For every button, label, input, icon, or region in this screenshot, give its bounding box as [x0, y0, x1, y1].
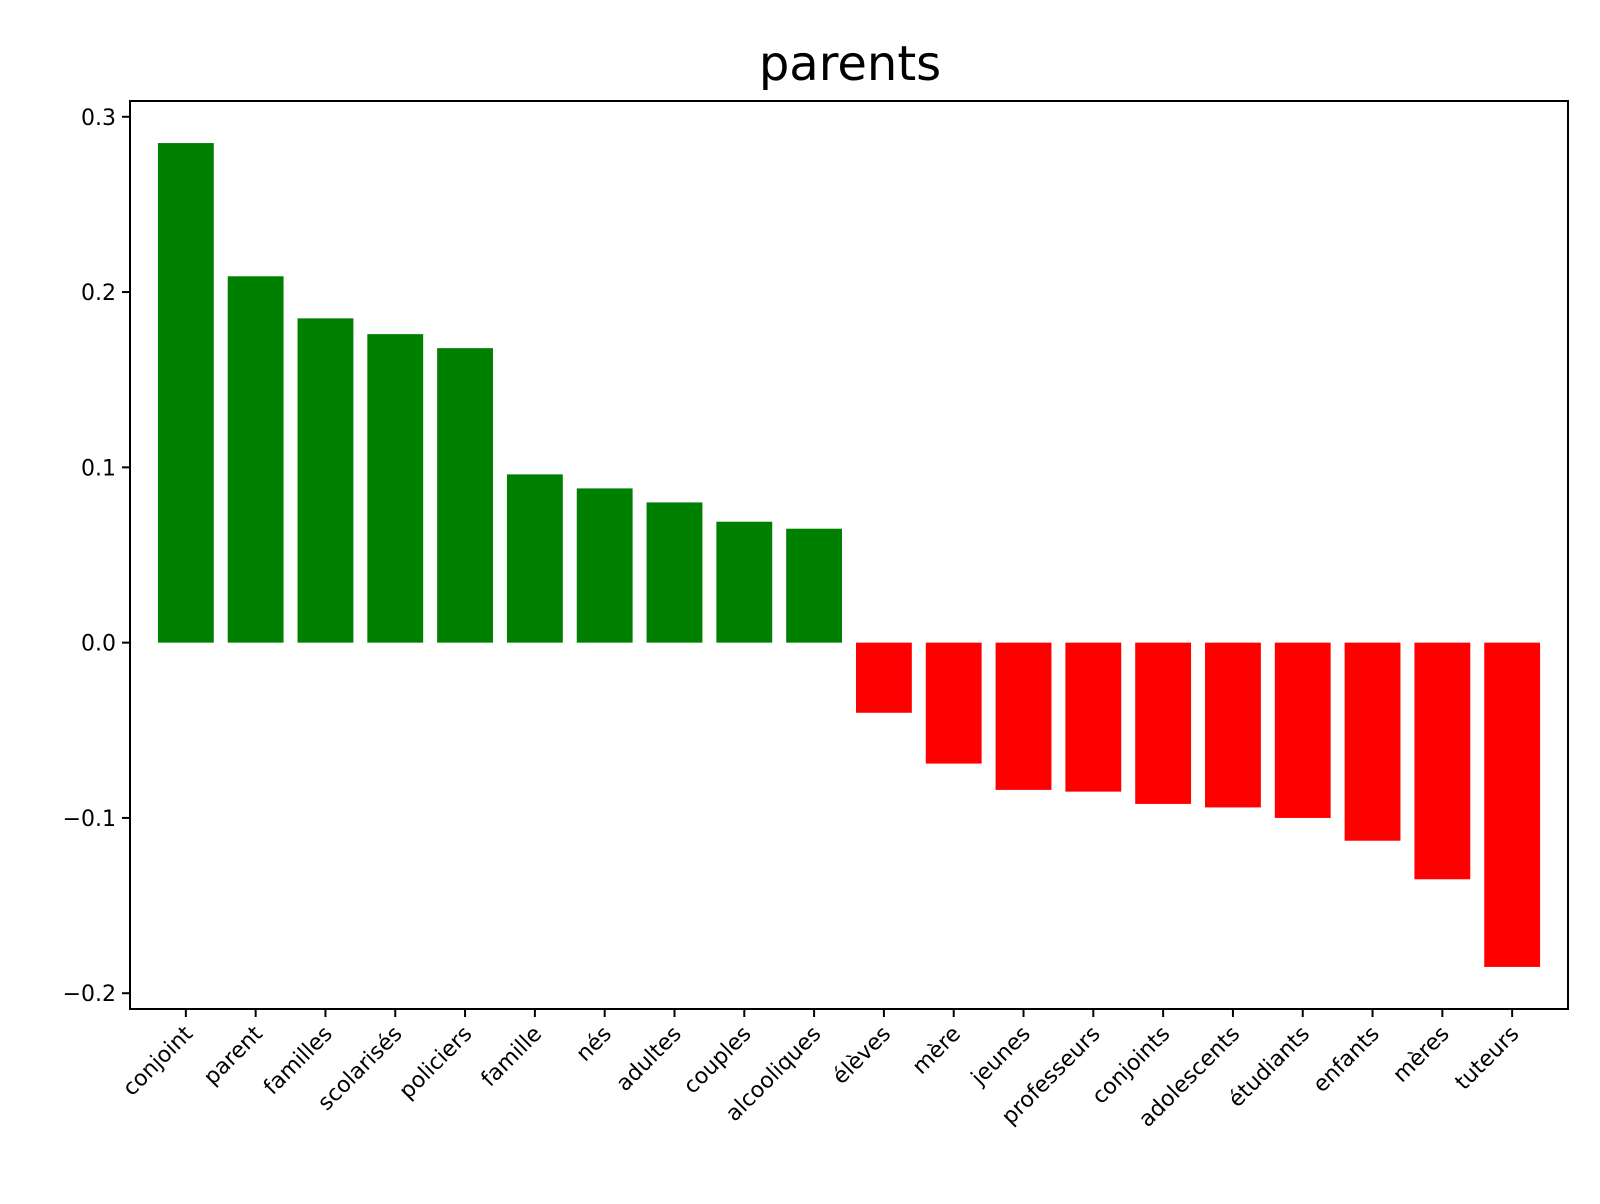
- y-axis: 0.3 0.2 0.1 0.0 −0.1 −0.2: [63, 106, 130, 1007]
- bar-12: [925, 642, 982, 764]
- bar-7: [576, 488, 633, 643]
- chart-title: parents: [759, 36, 941, 92]
- y-tick-label: 0.0: [81, 632, 116, 657]
- bar-6: [506, 474, 563, 643]
- bar-14: [1065, 642, 1122, 792]
- bar-19: [1414, 642, 1471, 880]
- bar-5: [437, 348, 493, 643]
- y-tick-label: −0.1: [63, 807, 116, 832]
- bar-2: [227, 276, 284, 643]
- bars-layer: [157, 143, 1541, 967]
- bar-20: [1484, 642, 1541, 967]
- bar-10: [786, 528, 843, 643]
- bar-3: [297, 318, 354, 643]
- bar-1: [157, 143, 214, 643]
- bar-17: [1274, 642, 1331, 818]
- y-tick-label: −0.2: [63, 982, 116, 1007]
- bar-18: [1344, 642, 1401, 841]
- plot-frame: [129, 100, 1569, 1010]
- bar-11: [855, 642, 912, 713]
- bar-9: [716, 521, 773, 643]
- y-tick-label: 0.3: [81, 106, 116, 131]
- bar-8: [646, 502, 703, 643]
- y-tick-label: 0.2: [81, 281, 116, 306]
- bar-16: [1205, 642, 1261, 808]
- bar-15: [1135, 642, 1192, 804]
- y-tick-label: 0.1: [81, 456, 116, 481]
- bar-13: [995, 642, 1052, 790]
- bar-4: [367, 334, 424, 643]
